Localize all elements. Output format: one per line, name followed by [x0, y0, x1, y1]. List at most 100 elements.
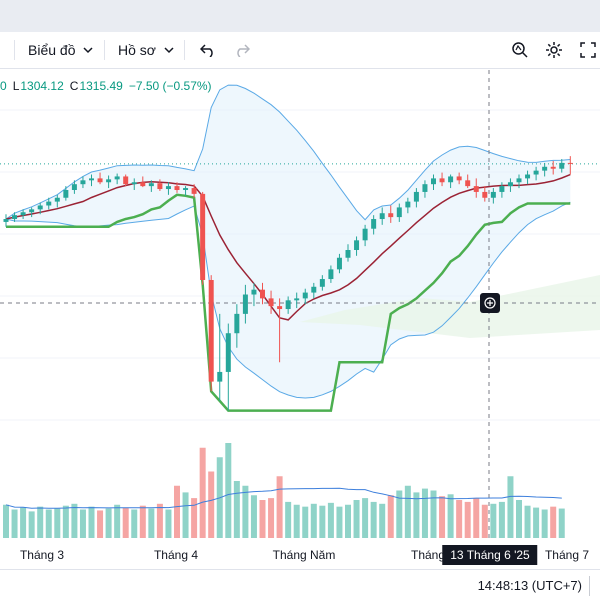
volume-bar: [319, 505, 326, 538]
candle-body: [499, 186, 505, 192]
chart-type-dropdown[interactable]: Biểu đồ: [28, 32, 94, 68]
volume-bar: [250, 495, 257, 538]
candle-body: [490, 191, 496, 198]
ichimoku-cloud: [300, 275, 600, 338]
candle-body: [567, 162, 573, 164]
candle-body: [302, 292, 308, 299]
volume-bar: [208, 471, 215, 538]
crosshair-add-button[interactable]: [480, 293, 500, 313]
volume-bar: [54, 508, 61, 538]
timezone-clock[interactable]: 14:48:13 (UTC+7): [477, 578, 582, 593]
volume-bar: [464, 501, 471, 538]
candle-body: [183, 188, 189, 190]
candle-body: [362, 228, 368, 241]
volume-bar: [114, 504, 121, 538]
volume-bar: [507, 476, 514, 538]
redo-icon: [237, 44, 250, 57]
legend-close-value: 1315.49: [79, 79, 123, 93]
volume-bar: [105, 508, 112, 538]
quick-search-icon: [512, 42, 528, 58]
profile-dropdown[interactable]: Hồ sơ: [118, 32, 174, 68]
fullscreen-button[interactable]: [574, 32, 600, 68]
candle-body: [208, 280, 214, 382]
candle-body: [319, 279, 325, 287]
volume-bar: [37, 506, 44, 538]
candle-body: [12, 215, 18, 220]
volume-bar: [122, 507, 129, 538]
candle-body: [482, 191, 488, 198]
candle-body: [311, 286, 317, 293]
candle-body: [251, 289, 257, 295]
volume-bar: [327, 502, 334, 538]
top-tab-area: [0, 0, 600, 32]
candle-body: [277, 306, 283, 310]
candle-body: [431, 178, 436, 185]
volume-bar: [413, 492, 420, 538]
candle-body: [559, 162, 565, 169]
undo-button[interactable]: [194, 32, 222, 68]
volume-bar: [225, 443, 232, 538]
candle-body: [354, 240, 360, 250]
volume-bar: [88, 506, 95, 538]
candle-body: [20, 212, 26, 216]
bollinger-band-fill: [6, 85, 571, 398]
volume-bar: [139, 505, 146, 538]
status-divider: [589, 576, 590, 596]
volume-bar: [233, 481, 240, 538]
candle-body: [131, 182, 137, 185]
x-tick: Tháng Năm: [272, 548, 336, 562]
x-tick: Tháng: [410, 548, 446, 562]
quick-search-button[interactable]: [506, 32, 534, 68]
toolbar-divider: [104, 40, 105, 60]
volume-bar: [79, 509, 86, 538]
price-chart[interactable]: [0, 70, 600, 540]
settings-gear-icon: [546, 42, 562, 58]
candle-body: [533, 170, 539, 175]
candle-body: [234, 313, 240, 334]
volume-bar: [362, 498, 369, 538]
candle-body: [174, 186, 180, 190]
candle-body: [157, 183, 163, 190]
volume-bar: [447, 494, 454, 538]
volume-bar: [259, 500, 266, 538]
volume-bar: [165, 509, 172, 538]
candle-body: [89, 178, 94, 181]
volume-bar: [524, 505, 531, 538]
x-tick: Tháng 4: [153, 548, 199, 562]
candle-body: [550, 166, 556, 169]
volume-bar: [370, 501, 377, 538]
candle-body: [388, 213, 394, 218]
candle-body: [473, 186, 479, 192]
undo-icon: [200, 44, 213, 57]
ohlc-legend: 0 L1304.12 C1315.49 −7.50 (−0.57%): [0, 79, 218, 93]
candle-body: [29, 209, 35, 213]
volume-bar: [541, 509, 548, 538]
volume-bar: [516, 500, 522, 538]
volume-bar: [199, 447, 206, 538]
candle-body: [140, 182, 146, 187]
volume-bar: [396, 490, 403, 538]
volume-bar: [174, 485, 180, 538]
volume-bar: [285, 501, 292, 538]
candle-body: [371, 219, 377, 229]
volume-bar: [404, 485, 411, 538]
candle-body: [37, 205, 43, 210]
volume-bar: [97, 510, 104, 538]
candle-body: [456, 176, 462, 181]
candle-body: [54, 197, 60, 202]
candle-body: [46, 201, 52, 206]
x-tick: Tháng 7: [544, 548, 590, 562]
volume-bar: [45, 509, 52, 538]
redo-button[interactable]: [228, 32, 256, 68]
status-bar: 14:48:13 (UTC+7): [0, 569, 600, 601]
volume-bar: [191, 498, 198, 538]
settings-button[interactable]: [540, 32, 568, 68]
candle-body: [106, 179, 112, 183]
volume-bar: [533, 507, 540, 538]
candle-body: [413, 191, 419, 202]
profile-label: Hồ sơ: [118, 42, 156, 58]
volume-bar: [421, 488, 428, 538]
volume-bar: [558, 508, 565, 538]
crosshair-plus-icon: [484, 297, 496, 309]
candle-body: [439, 178, 445, 183]
